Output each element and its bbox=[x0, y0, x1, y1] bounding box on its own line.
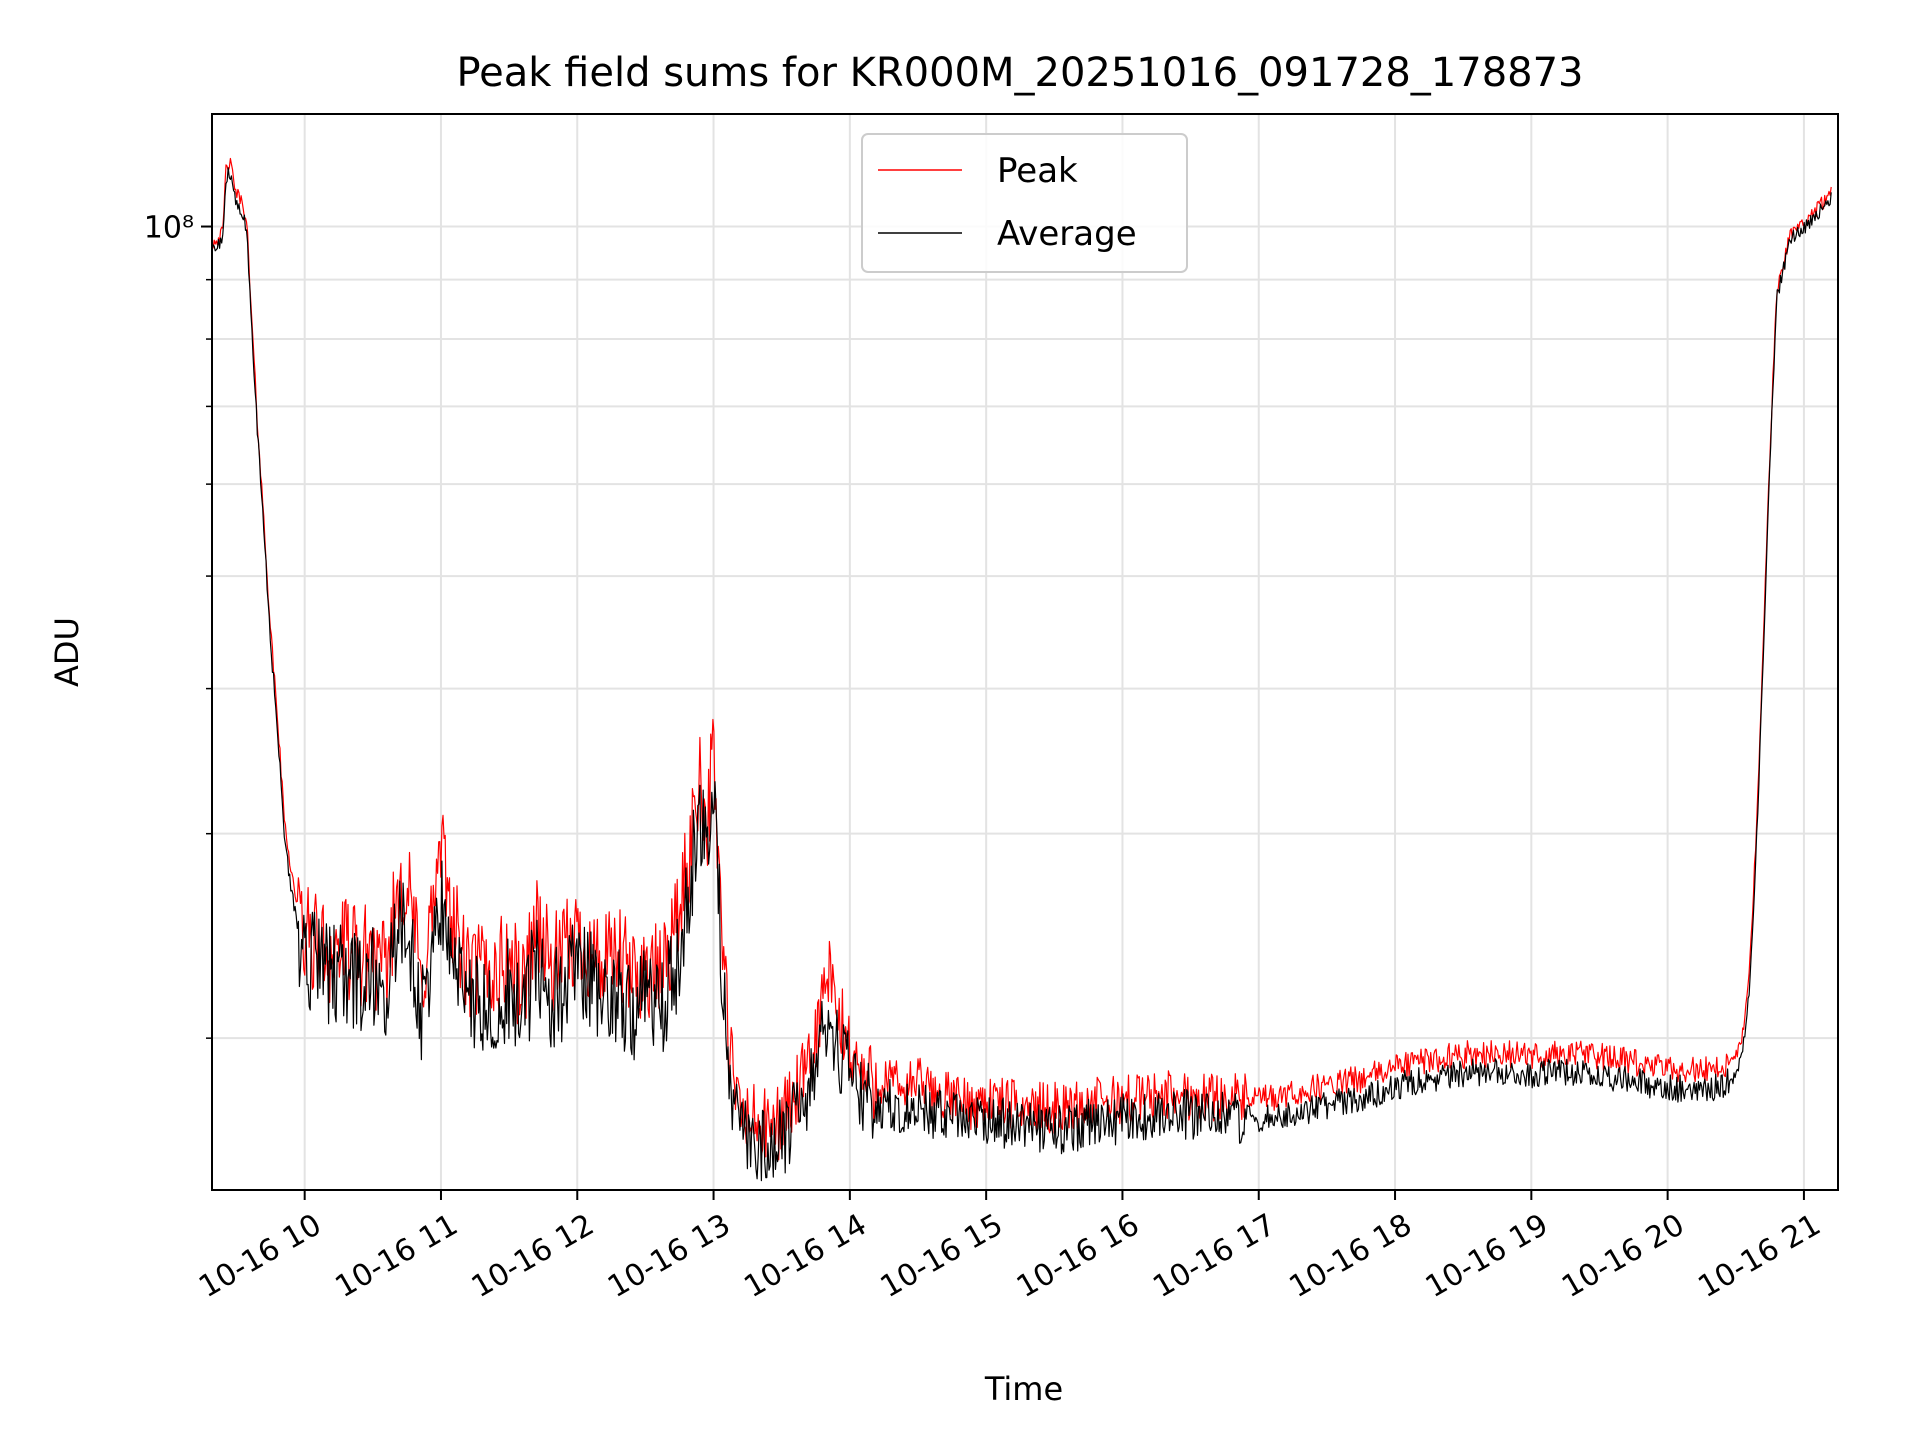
x-axis-label: Time bbox=[984, 1370, 1063, 1408]
legend: Peak Average bbox=[861, 133, 1188, 273]
series-layer bbox=[211, 157, 1832, 1182]
legend-box bbox=[861, 133, 1188, 273]
y-axis-label: ADU bbox=[48, 617, 86, 687]
legend-label-average: Average bbox=[997, 214, 1137, 254]
grid bbox=[212, 114, 1838, 1190]
legend-label-peak: Peak bbox=[997, 151, 1078, 191]
plot-frame bbox=[211, 113, 1839, 1191]
series-line-peak bbox=[211, 157, 1832, 1161]
series-line-average bbox=[211, 167, 1832, 1182]
chart-title: Peak field sums for KR000M_20251016_0917… bbox=[456, 50, 1583, 96]
y-tick-label: 10⁸ bbox=[144, 211, 194, 246]
y-axis: 10⁸ bbox=[144, 211, 212, 1039]
